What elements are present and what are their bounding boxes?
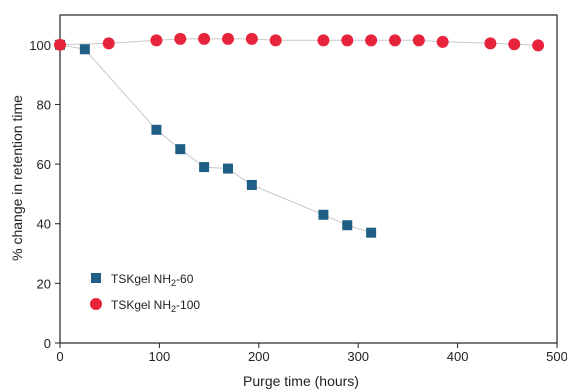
y-axis-ticks: 0 20 40 60 80 100 [29,38,60,351]
data-point-nh2-60 [151,124,162,135]
series-lines [59,38,539,234]
y-tick-label: 20 [37,276,51,291]
data-point-nh2-60 [366,227,377,238]
data-point-nh2-100 [365,34,378,47]
y-tick-label: 100 [29,38,51,53]
data-point-nh2-100 [174,32,187,45]
y-tick-label: 60 [37,157,51,172]
legend-label-nh2-60: TSKgel NH2-60 [111,272,194,288]
y-tick-label: 80 [37,97,51,112]
plot-frame [59,14,558,344]
data-point-nh2-60 [246,179,257,190]
x-tick-label: 400 [447,349,469,364]
series-line-0 [59,44,372,234]
data-point-nh2-100 [532,39,545,52]
x-axis-ticks: 0 100 200 300 400 500 [56,343,567,364]
series-points [54,32,545,238]
data-point-nh2-100 [198,32,211,45]
x-axis-title: Purge time (hours) [243,373,359,389]
series-line-1 [59,38,539,46]
data-point-nh2-100 [317,34,330,47]
x-tick-label: 200 [248,349,270,364]
legend-marker-nh2-100 [90,298,102,310]
x-tick-label: 100 [149,349,171,364]
data-point-nh2-100 [102,37,115,50]
y-tick-label: 40 [37,217,51,232]
data-point-nh2-100 [150,34,163,47]
data-point-nh2-100 [54,38,66,51]
data-point-nh2-100 [484,37,497,50]
data-point-nh2-60 [199,162,210,173]
data-point-nh2-60 [318,209,329,220]
data-point-nh2-100 [245,32,258,45]
data-point-nh2-60 [222,163,233,174]
data-point-nh2-60 [79,44,90,55]
legend-marker-nh2-60 [91,273,101,283]
data-point-nh2-60 [342,220,353,231]
data-point-nh2-100 [412,34,425,47]
data-point-nh2-60 [175,144,186,155]
data-point-nh2-100 [388,34,401,47]
x-tick-label: 0 [56,349,63,364]
x-tick-label: 500 [546,349,567,364]
legend-label-nh2-100: TSKgel NH2-100 [111,298,200,314]
data-point-nh2-100 [341,34,354,47]
legend: TSKgel NH2-60 TSKgel NH2-100 [90,272,200,314]
x-tick-label: 300 [347,349,369,364]
y-tick-label: 0 [44,336,51,351]
data-point-nh2-100 [436,35,449,48]
y-axis-title: % change in retention time [9,95,25,261]
data-point-nh2-100 [221,32,234,45]
data-point-nh2-100 [508,38,521,51]
data-point-nh2-100 [269,34,282,47]
